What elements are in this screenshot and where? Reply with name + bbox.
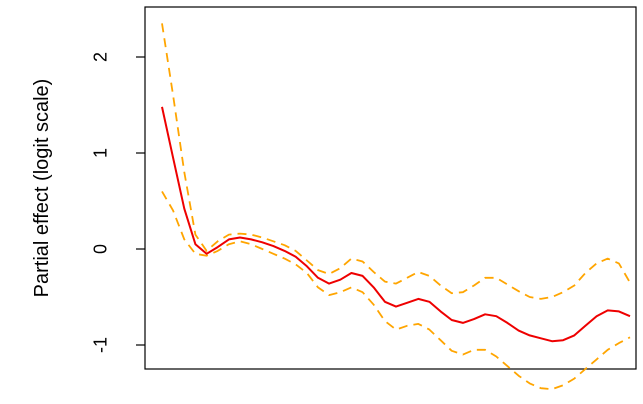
y-axis: -1 0 1 2: [90, 52, 145, 353]
upper-band-line: [161, 23, 631, 300]
plot-frame: [144, 6, 637, 370]
y-axis-title: Partial effect (logit scale): [31, 79, 53, 298]
y-tick-label: 0: [90, 244, 110, 254]
series-layer: [161, 23, 631, 391]
lower-band-line: [161, 190, 631, 391]
y-tick-label: -1: [90, 337, 110, 353]
estimate-line: [161, 106, 631, 343]
y-tick-label: 2: [90, 52, 110, 62]
y-tick-label: 1: [90, 148, 110, 158]
